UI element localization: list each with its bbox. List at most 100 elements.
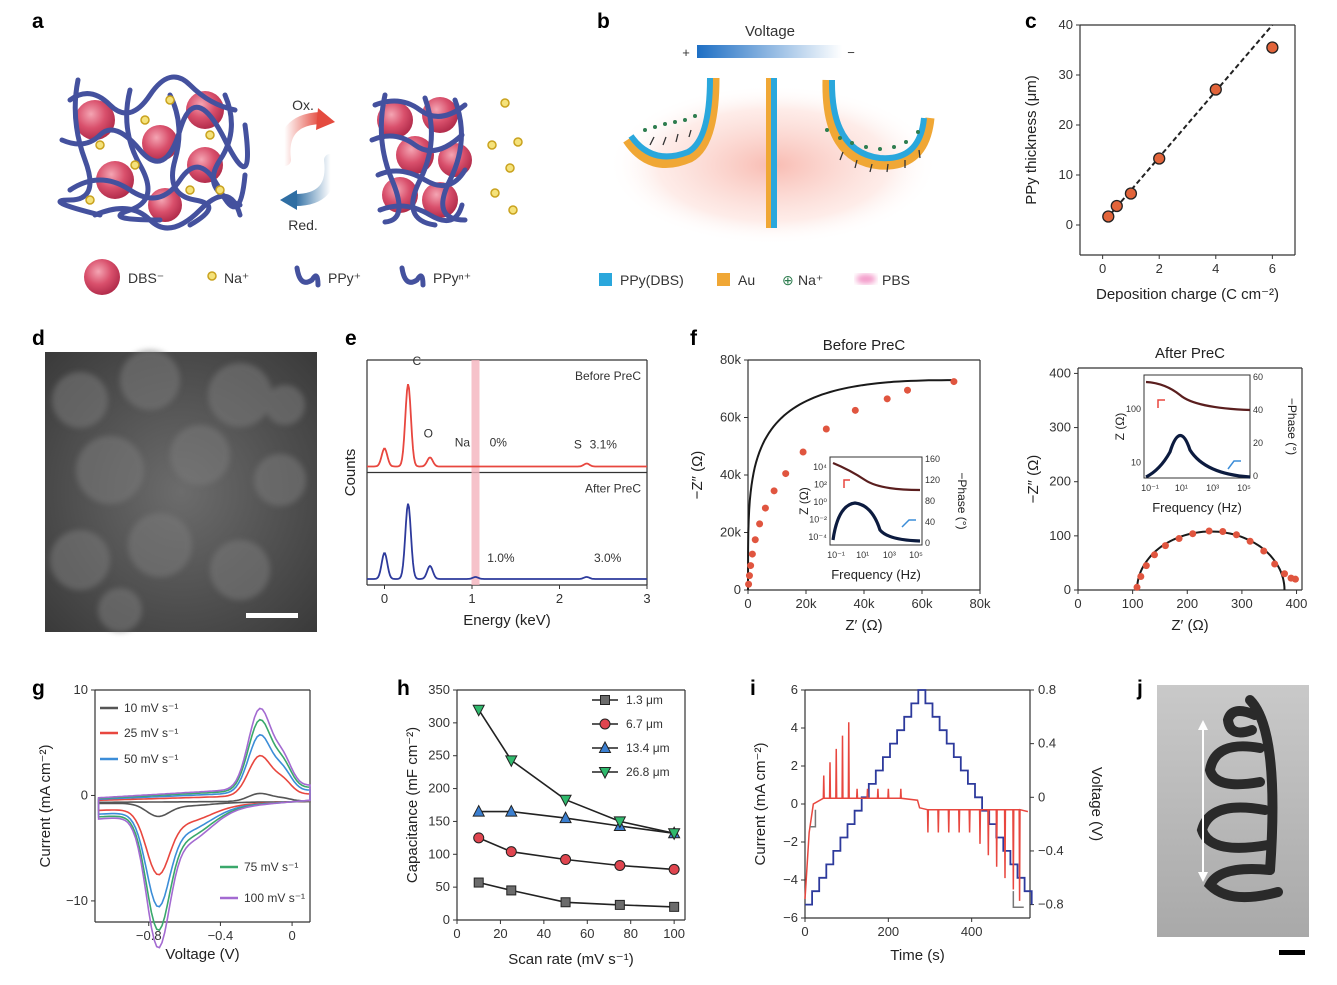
y-tick-label: −4	[783, 872, 798, 887]
y-tick-label: −10	[66, 893, 88, 908]
x-tick-label: 400	[1286, 596, 1308, 611]
inset-y2-tick-label: 120	[925, 475, 940, 485]
y-tick-label: 40k	[720, 467, 741, 482]
y-tick-label: 20	[1059, 117, 1073, 132]
inset-right-arrow	[1227, 460, 1241, 470]
panel-d-sem-image	[45, 350, 317, 632]
chart-g-cv: −0.8 −0.4 0 −10 0 10 Voltage (V) Current (mA cm…	[37, 682, 311, 963]
legend-ppy: PPy⁺	[328, 270, 361, 286]
y-tick-label: 300	[1049, 420, 1071, 435]
x-tick-label: 300	[1231, 596, 1253, 611]
y-tick-label: 4	[791, 720, 798, 735]
legend-au-icon	[717, 273, 730, 286]
y-axis-label: PPy thickness (μm)	[1023, 75, 1040, 205]
inset-left-arrow	[1157, 399, 1165, 408]
chart-title: Before PreC	[823, 337, 906, 354]
legend-marker	[598, 767, 612, 780]
marker-triangle-down	[667, 828, 681, 841]
legend-pbs-icon	[856, 274, 876, 284]
y-tick-label: 6	[791, 682, 798, 697]
y-tick-label: 0	[791, 796, 798, 811]
inset-y-label: Z (Ω)	[1113, 413, 1127, 441]
inset-x-tick-label: 10⁵	[1237, 483, 1251, 493]
chart-title: After PreC	[1155, 345, 1225, 362]
y-tick-label: 250	[428, 748, 450, 763]
marker-triangle-down	[472, 704, 486, 717]
data-point	[770, 487, 778, 495]
y-tick-label: 150	[428, 813, 450, 828]
y-axis-label: Counts	[342, 449, 359, 497]
data-point	[1137, 572, 1145, 580]
voltage-gradient-bar	[697, 45, 842, 58]
y-tick-label: 300	[428, 715, 450, 730]
marker-circle	[473, 832, 485, 844]
panel-label-h: h	[397, 677, 410, 700]
marker-square	[560, 897, 571, 908]
legend-label: 6.7 μm	[626, 717, 663, 731]
fit-line	[1104, 24, 1274, 221]
data-point	[745, 572, 753, 580]
data-point	[747, 562, 755, 570]
x-tick-label: 200	[877, 924, 899, 939]
data-point	[799, 448, 807, 456]
chart-f-before-prec: 0 20k 40k 60k 80k 0 20k 40k 60k 80k Z′ (Ω) −Z″ (Ω) B…	[689, 337, 991, 634]
panel-label-i: i	[750, 677, 756, 700]
data-point	[1175, 535, 1183, 543]
peak-label: 0%	[490, 435, 508, 449]
x-axis-label: Z′ (Ω)	[845, 617, 882, 634]
y-tick-label: 350	[428, 682, 450, 697]
x-tick-label: 60	[580, 926, 594, 941]
inset-x-label: Frequency (Hz)	[1152, 500, 1242, 515]
data-point	[851, 406, 859, 414]
x-tick-label: 0	[453, 926, 460, 941]
inset-y2-label: −Phase (°)	[955, 472, 969, 529]
inset-y2-tick-label: 20	[1253, 438, 1263, 448]
marker-square	[614, 899, 625, 910]
legend-label: 50 mV s⁻¹	[124, 752, 178, 766]
inset-y2-tick-label: 0	[1253, 471, 1258, 481]
marker-triangle-up	[472, 804, 486, 817]
scale-bar	[246, 613, 298, 618]
y-tick-label: 100	[428, 846, 450, 861]
panel-b-legend: PPy(DBS) Au ⊕ Na⁺ PBS	[599, 272, 910, 288]
x-tick-label: 80k	[970, 596, 991, 611]
y-tick-label: 0	[81, 787, 88, 802]
panel-a-schematic: Ox. Red.	[57, 74, 523, 295]
inset-y2-tick-label: 160	[925, 454, 940, 464]
inset-y2-tick-label: 80	[925, 496, 935, 506]
legend-dbs-icon	[84, 259, 120, 295]
x-tick-label: 200	[1176, 596, 1198, 611]
x-tick-label: 4	[1212, 261, 1219, 276]
ppy-network-reduced	[57, 74, 250, 231]
x-tick-label: 0	[801, 924, 808, 939]
data-point	[751, 536, 759, 544]
inset-right-arrow	[901, 519, 916, 528]
x-tick-label: 2	[1156, 261, 1163, 276]
data-point	[782, 470, 790, 478]
marker-circle	[560, 854, 572, 866]
y2-tick-label: −0.8	[1038, 897, 1064, 912]
data-point	[1246, 537, 1254, 545]
x-tick-label: 6	[1269, 261, 1276, 276]
data-point	[1209, 83, 1222, 96]
peak-label: 3.0%	[594, 551, 622, 565]
inset-y-tick-label: 10²	[814, 480, 827, 490]
data-point	[1291, 575, 1299, 583]
x-tick-label: 2	[556, 591, 563, 606]
inset-y-label: Z (Ω)	[797, 487, 811, 515]
inset-left-arrow	[843, 479, 850, 488]
data-point	[1150, 551, 1158, 559]
y-tick-label: 200	[428, 781, 450, 796]
x-axis-label: Time (s)	[890, 947, 944, 964]
y-tick-label: 30	[1059, 67, 1073, 82]
marker-triangle-down	[559, 794, 572, 807]
x-tick-label: 0	[381, 591, 388, 606]
x-axis-label: Energy (keV)	[463, 612, 551, 629]
marker-circle	[668, 863, 680, 875]
y-axis-label: Capacitance (mF cm⁻²)	[404, 727, 421, 883]
y-tick-label: 2	[791, 758, 798, 773]
y-tick-label: 20k	[720, 525, 741, 540]
inset-phase-curve	[1145, 433, 1251, 479]
